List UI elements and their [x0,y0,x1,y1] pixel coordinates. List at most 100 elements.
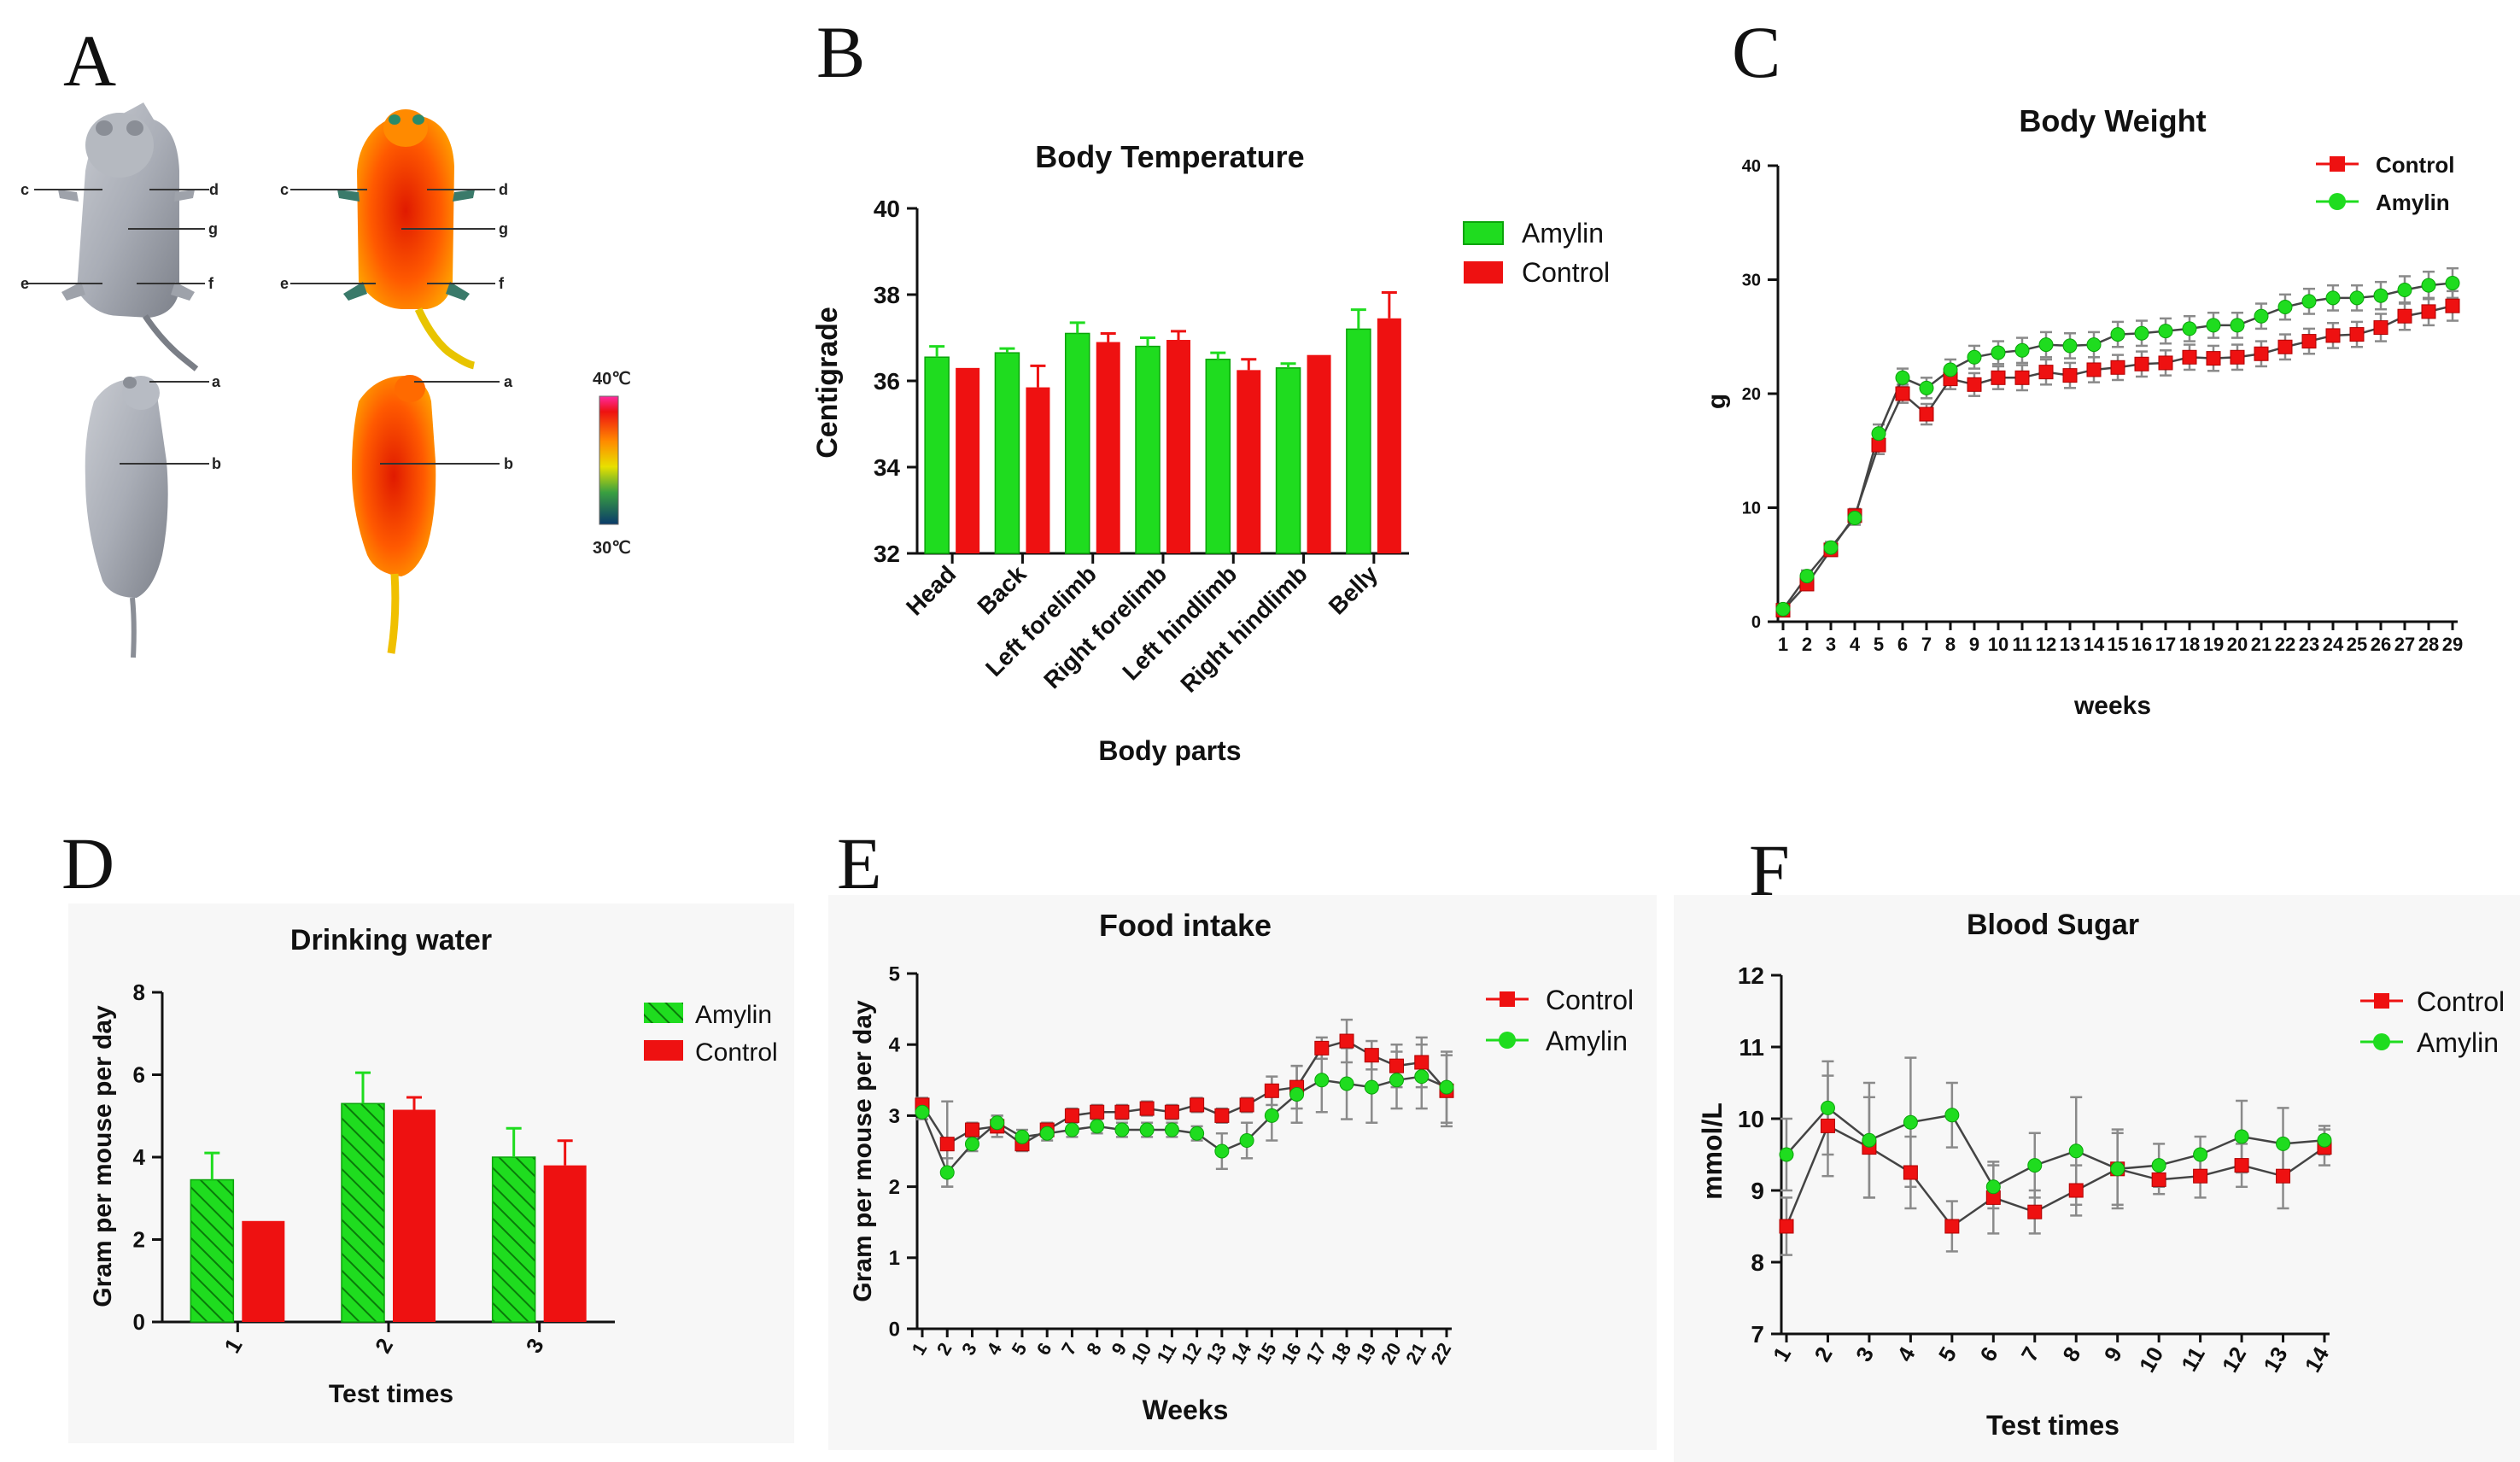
chart-c-xtick-label: 4 [1850,634,1861,655]
chart-b-bar-control [1237,370,1261,553]
panel-letter-f: F [1749,829,1790,911]
chart-e-series-line-control [921,1039,1447,1146]
chart-c-ytick-label: 0 [1751,613,1761,632]
chart-e-point-amylin [1090,1119,1105,1134]
chart-c-point-control [2158,355,2173,371]
chart-e-point-control [1314,1040,1330,1056]
chart-c-point-amylin [2421,278,2436,293]
chart-f-point-amylin [1944,1108,1960,1123]
legend-f-amylin-marker [2373,1033,2390,1050]
chart-b-title: Body Temperature [1035,139,1304,174]
chart-f-point-control [2027,1204,2043,1219]
chart-f-series-line-amylin [1786,1106,2325,1189]
chart-b-bar-control [956,367,980,553]
chart-e-legend: Control Amylin [1486,985,1634,1056]
mouse-photo-bottom [85,376,168,658]
chart-f-point-amylin [2027,1158,2043,1173]
chart-c-point-amylin [2397,283,2412,298]
chart-f-point-control [1820,1118,1835,1133]
chart-b-category-label: Belly [1324,560,1383,620]
legend-b-amylin-swatch [1463,221,1504,245]
chart-e-point-amylin [915,1104,930,1120]
chart-e-point-amylin [1139,1122,1155,1137]
chart-c-point-control [2206,351,2221,366]
chart-c-point-control [2421,304,2436,319]
chart-c-point-control [2301,334,2317,349]
chart-e-point-amylin [1214,1143,1230,1159]
chart-c-point-amylin [1823,540,1839,555]
chart-f-point-amylin [1985,1179,2001,1195]
chart-f-point-control [1944,1219,1960,1234]
chart-c-xtick-label: 27 [2394,634,2415,655]
chart-b-xlabel: Body parts [1098,735,1241,766]
chart-c-point-control [2230,349,2245,365]
chart-e-point-amylin [1289,1086,1305,1102]
chart-c-point-amylin [2014,342,2030,358]
legend-c-control-marker [2330,156,2345,172]
marker-f-right: f [499,275,505,292]
chart-d-bar-control [242,1220,285,1322]
chart-c-point-amylin [2038,337,2054,353]
chart-e-ytick-label: 2 [889,1176,900,1199]
chart-b-bar-amylin [1064,332,1090,554]
chart-c-xtick-label: 22 [2275,634,2295,655]
chart-e-point-amylin [1190,1126,1205,1141]
chart-d-title: Drinking water [290,924,492,956]
chart-f-point-amylin [1779,1147,1794,1162]
temperature-scale: 40℃ 30℃ [593,370,631,558]
chart-f-point-amylin [2110,1161,2125,1177]
chart-f-ylabel: mmol/L [1697,1102,1728,1200]
chart-c-point-control [2134,356,2149,371]
scale-bar [599,395,619,525]
chart-c-point-amylin [2086,337,2102,353]
chart-e-ylabel: Gram per mouse per day [849,1000,877,1302]
chart-c-point-control [2014,370,2030,385]
chart-f-point-control [1779,1219,1794,1234]
mouse-photo-top [58,102,199,371]
chart-c-xlabel: weeks [2073,692,2151,720]
legend-b-control-swatch [1464,261,1503,284]
chart-c-xtick-label: 12 [2036,634,2056,655]
chart-e-point-amylin [1364,1079,1379,1095]
chart-f-ytick-label: 7 [1751,1321,1764,1348]
chart-e-point-control [1064,1108,1079,1123]
chart-b-legend: Amylin Control [1463,218,1610,288]
chart-c-point-control [1895,386,1910,401]
chart-f-point-amylin [1820,1100,1835,1115]
legend-b-amylin-label: Amylin [1522,218,1604,249]
chart-c-point-amylin [1919,380,1934,395]
marker-c-right: c [280,181,289,198]
chart-b-ytick-label: 34 [874,454,901,481]
legend-d-control-label: Control [695,1038,778,1067]
chart-c-xtick-label: 25 [2347,634,2367,655]
chart-e-point-control [1339,1033,1354,1049]
panel-letter-b: B [816,11,865,93]
chart-c-ytick-label: 10 [1742,500,1761,518]
chart-c-point-amylin [2277,300,2293,315]
chart-c-xtick-label: 17 [2155,634,2176,655]
chart-c-point-control [2182,349,2197,365]
panel-letter-d: D [61,822,114,904]
marker-labels: c d g e f c d g e f a b a b [20,181,513,472]
chart-f-title: Blood Sugar [1967,909,2139,941]
chart-e-point-control [1364,1048,1379,1063]
chart-c-point-control [2325,328,2341,343]
chart-c-point-amylin [1991,345,2006,360]
chart-f-point-amylin [2276,1136,2291,1151]
panel-e-background [828,895,1657,1450]
chart-d-bar-control [393,1109,436,1322]
chart-e-point-amylin [1014,1129,1030,1144]
chart-b-bar-control [1307,354,1331,553]
chart-e-point-amylin [1414,1069,1430,1085]
chart-c-ylabel: g [1703,394,1731,409]
chart-e-series-line-amylin [921,1075,1447,1175]
chart-e-point-control [1264,1083,1279,1098]
chart-c-point-amylin [2110,327,2125,342]
chart-c-point-amylin [1943,362,1958,377]
chart-b-bar-amylin [994,352,1020,554]
panel-b-body-temperature: Body Temperature Body parts Centigrade 3… [811,139,1610,766]
chart-c-point-amylin [1799,569,1815,584]
chart-c-point-amylin [2445,276,2460,291]
chart-c-point-control [2397,308,2412,324]
